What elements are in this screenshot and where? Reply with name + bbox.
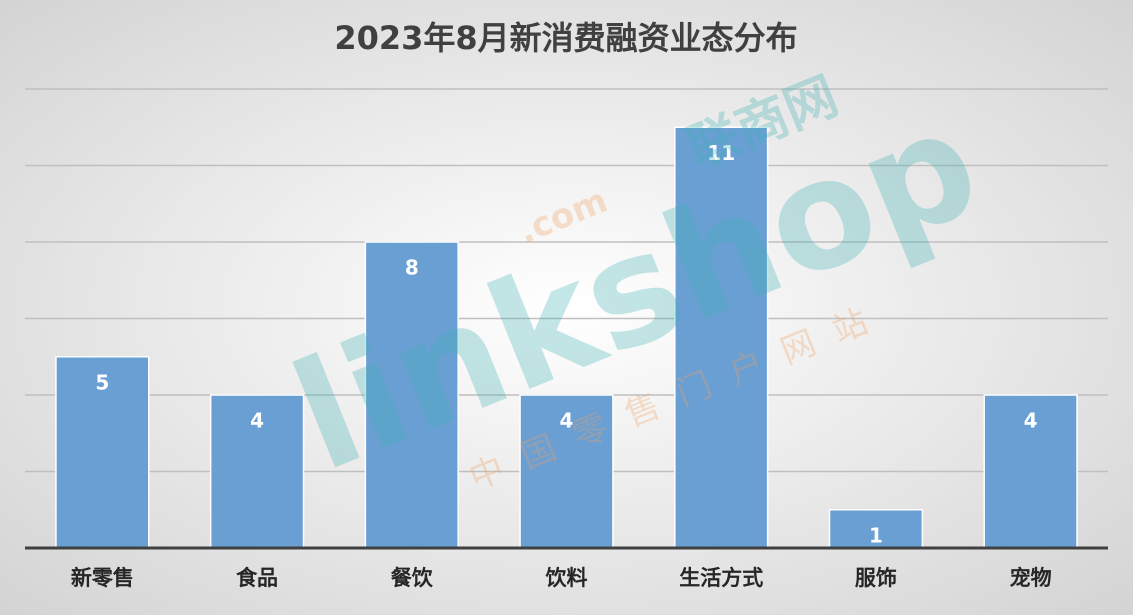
chart-title: 2023年8月新消费融资业态分布 [334,19,797,57]
bar [828,509,924,549]
value-label: 4 [1024,409,1038,433]
bar [209,394,305,549]
value-label: 4 [250,409,264,433]
value-label: 4 [560,409,574,433]
x-tick-label: 餐饮 [391,566,434,590]
value-label: 11 [707,141,735,165]
x-tick-label: 生活方式 [679,566,763,590]
bar [55,356,150,549]
x-tick-label: 服饰 [855,566,897,590]
x-tick-label: 饮料 [545,566,588,590]
x-tick-label: 宠物 [1010,566,1052,590]
x-tick-label: 新零售 [71,566,134,590]
bar [519,394,614,549]
value-label: 5 [95,370,109,394]
value-label: 1 [869,523,883,547]
value-label: 8 [405,256,419,280]
x-tick-label: 食品 [236,566,278,590]
bar [674,126,769,549]
